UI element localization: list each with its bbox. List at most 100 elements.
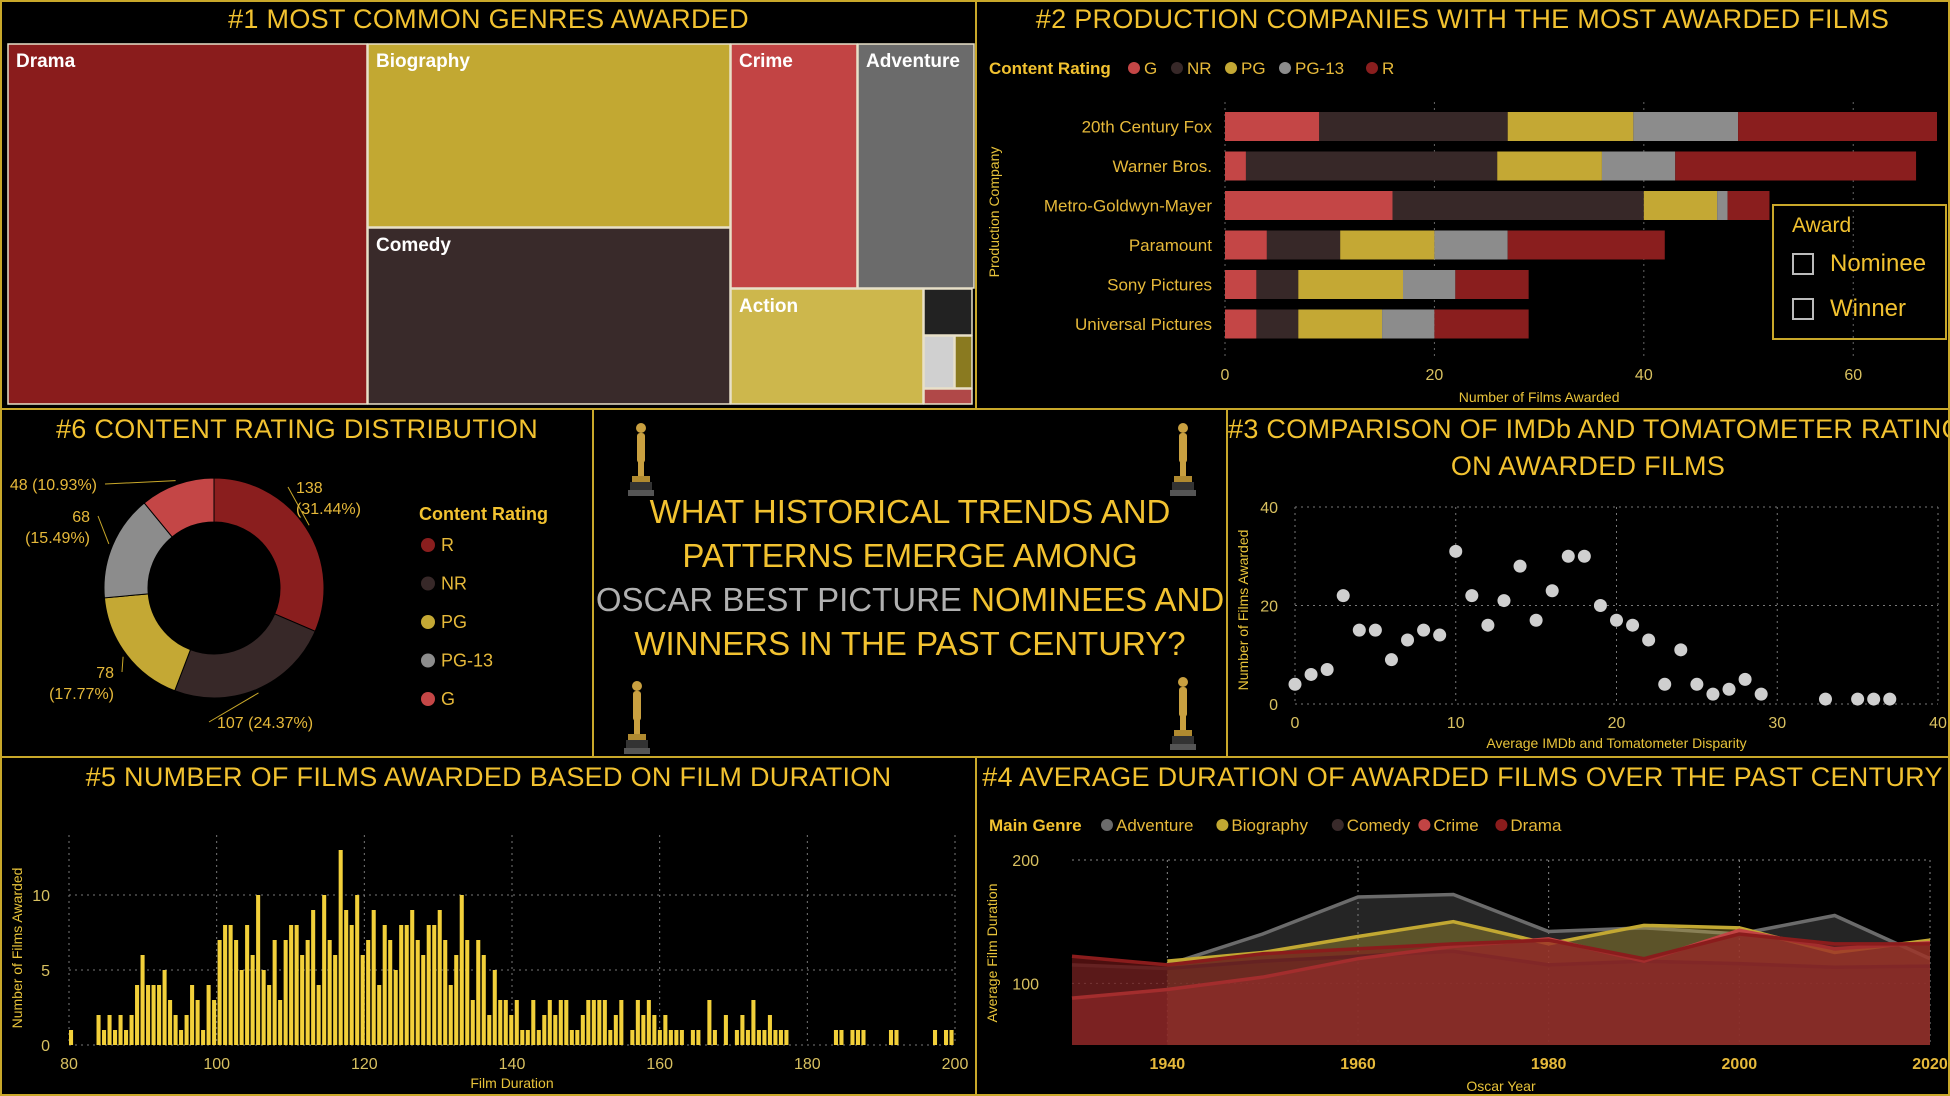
- bar-segment: [1225, 112, 1320, 141]
- bar-segment: [1225, 191, 1393, 220]
- histogram-bar: [542, 1015, 547, 1045]
- scatter-point: [1674, 643, 1688, 657]
- histogram-bar: [179, 1030, 184, 1045]
- histogram-bar: [388, 940, 393, 1045]
- legend-label: Drama: [1510, 816, 1562, 835]
- histogram-bar: [151, 985, 156, 1045]
- histogram-bar: [327, 940, 332, 1045]
- histogram-bar: [773, 1030, 778, 1045]
- donut-leader-line: [121, 656, 124, 673]
- company-label: 20th Century Fox: [1082, 118, 1213, 137]
- histogram-bar: [212, 1000, 217, 1045]
- legend-label: PG: [1241, 59, 1266, 78]
- donut-chart: 138 (31.44%) 107 (24.37%) 78 (17.77%) 68 (15.4…: [10, 477, 548, 732]
- checkbox-nominee[interactable]: [1792, 253, 1814, 275]
- scatter-point: [1626, 618, 1640, 632]
- histogram-bar: [602, 1000, 607, 1045]
- central-question: WHAT HISTORICAL TRENDS AND PATTERNS EMER…: [594, 490, 1226, 666]
- legend-label: NR: [441, 574, 467, 594]
- company-label: Metro-Goldwyn-Mayer: [1044, 197, 1212, 216]
- histogram-bar: [448, 985, 453, 1045]
- histogram-bar: [569, 1030, 574, 1045]
- histogram-bar: [223, 925, 228, 1045]
- checkbox-winner[interactable]: [1792, 298, 1814, 320]
- award-option-nominee[interactable]: Nominee: [1792, 250, 1926, 278]
- question-line: WHAT HISTORICAL TRENDS AND: [649, 493, 1171, 530]
- scatter-point: [1561, 549, 1575, 563]
- histogram-bar: [256, 895, 261, 1045]
- histogram-bar: [333, 955, 338, 1045]
- scatter-point: [1433, 628, 1447, 642]
- histogram-bar: [619, 1000, 624, 1045]
- histogram-bar: [833, 1030, 838, 1045]
- legend-label: PG: [441, 612, 467, 632]
- donut-label: 138: [296, 480, 323, 497]
- donut-slice: [213, 477, 325, 632]
- scatter-point: [1288, 677, 1302, 691]
- bar-segment: [1434, 230, 1508, 260]
- legend-label: G: [1144, 59, 1157, 78]
- bar-segment: [1403, 270, 1456, 299]
- treemap-tile: [7, 43, 368, 405]
- scatter-point: [1851, 692, 1865, 706]
- histogram-bar: [118, 1015, 123, 1045]
- panel-title: #6 CONTENT RATING DISTRIBUTION: [55, 414, 539, 444]
- oscar-statue-icon: [628, 423, 654, 496]
- y-tick-label: 100: [1012, 976, 1039, 993]
- panel-ratings-scatter: #3 COMPARISON OF IMDb AND TOMATOMETER RA…: [1226, 408, 1950, 758]
- x-tick-label: 20: [1426, 367, 1444, 384]
- histogram-bar: [663, 1015, 668, 1045]
- bar-segment: [1738, 112, 1937, 141]
- histogram-bar: [338, 850, 343, 1045]
- bar-segment: [1727, 191, 1770, 220]
- x-tick-label: 200: [942, 1056, 969, 1073]
- histogram-bar: [509, 1015, 514, 1045]
- histogram-bar: [723, 1015, 728, 1045]
- histogram-bar: [745, 1030, 750, 1045]
- histogram-bar: [575, 1030, 580, 1045]
- scatter-point: [1497, 594, 1511, 608]
- histogram-bar: [679, 1030, 684, 1045]
- histogram-bar: [349, 925, 354, 1045]
- histogram-bar: [404, 925, 409, 1045]
- histogram-bar: [861, 1030, 866, 1045]
- donut-label: (15.49%): [25, 530, 90, 547]
- scatter-point: [1690, 677, 1704, 691]
- scatter-point: [1384, 653, 1398, 667]
- histogram-bar: [492, 970, 497, 1045]
- company-label: Paramount: [1129, 236, 1212, 255]
- legend-label: Crime: [1433, 816, 1478, 835]
- histogram-bar: [344, 910, 349, 1045]
- treemap-tile-label: Crime: [739, 51, 793, 72]
- award-option-label: Winner: [1830, 295, 1907, 322]
- legend-swatch: [1366, 62, 1378, 74]
- x-tick-label: 160: [646, 1056, 673, 1073]
- scatter-point: [1352, 623, 1366, 637]
- question-line: PATTERNS EMERGE AMONG: [682, 537, 1138, 574]
- bar-segment: [1643, 191, 1718, 220]
- scatter-point: [1577, 549, 1591, 563]
- donut-label: 107 (24.37%): [217, 715, 313, 732]
- histogram-bar: [454, 955, 459, 1045]
- legend-swatch: [1418, 819, 1431, 831]
- donut-label: 68: [72, 509, 90, 526]
- scatter-point: [1465, 589, 1479, 603]
- panel-title: #2 PRODUCTION COMPANIES WITH THE MOST AW…: [1035, 4, 1890, 34]
- treemap-tile: [367, 43, 731, 228]
- histogram-bar: [696, 1030, 701, 1045]
- bar-segment: [1225, 151, 1246, 181]
- donut-leader-line: [208, 692, 259, 723]
- histogram-bar: [767, 1015, 772, 1045]
- histogram-bar: [366, 940, 371, 1045]
- treemap-tile-label: Adventure: [866, 51, 960, 72]
- panel-production-companies: #2 PRODUCTION COMPANIES WITH THE MOST AW…: [975, 0, 1950, 410]
- bar-segment: [1225, 230, 1267, 260]
- scatter-point: [1368, 623, 1382, 637]
- y-tick-label: 20: [1260, 599, 1278, 616]
- histogram-bar: [432, 925, 437, 1045]
- bar-segment: [1633, 112, 1739, 141]
- histogram-bar: [113, 1030, 118, 1045]
- histogram-bar: [443, 940, 448, 1045]
- award-option-winner[interactable]: Winner: [1792, 295, 1906, 323]
- histogram-bar: [355, 895, 360, 1045]
